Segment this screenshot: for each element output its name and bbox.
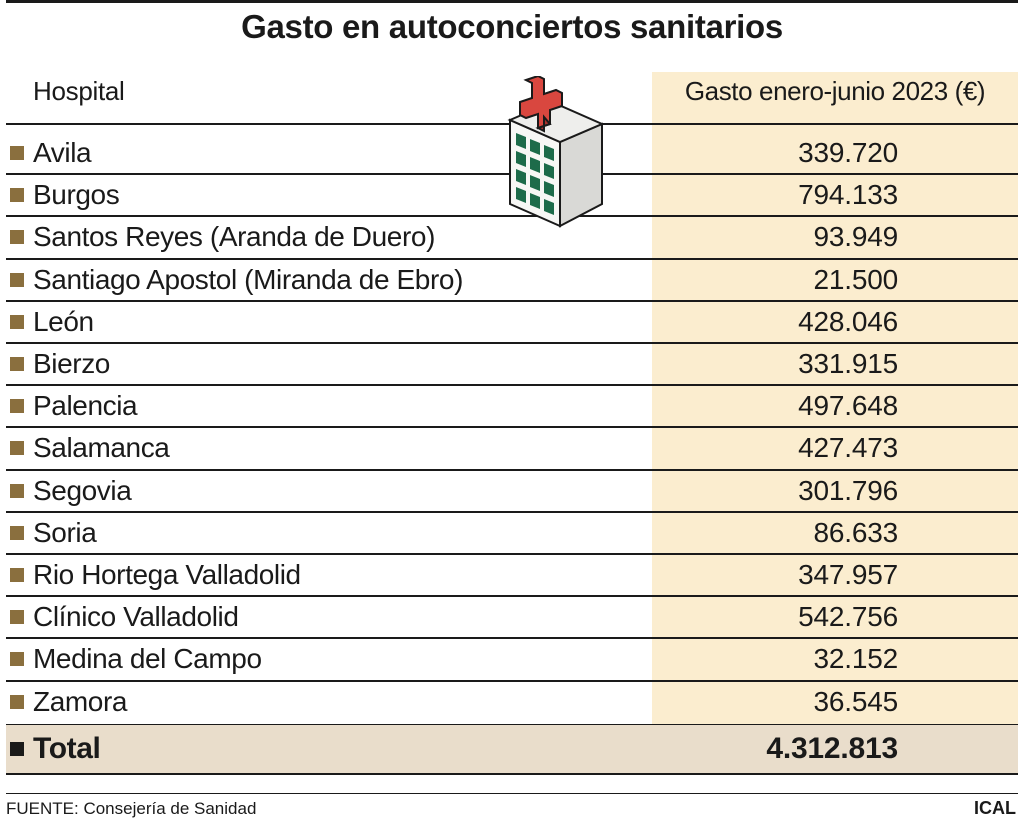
table-row: Bierzo 331.915: [6, 343, 1018, 385]
row-separator: [6, 384, 1018, 387]
hospital-building-icon: [507, 76, 605, 228]
hospital-name: Segovia: [33, 474, 132, 506]
hospital-name: Soria: [33, 516, 97, 548]
gasto-value: 347.957: [798, 559, 898, 590]
row-bullet: [10, 610, 24, 625]
footer-rule: [6, 793, 1018, 794]
table-row: León 428.046: [6, 301, 1018, 343]
row-separator: [6, 342, 1018, 344]
gasto-value: 428.046: [798, 305, 898, 337]
row-bullet: [10, 399, 24, 414]
table-row: Santiago Apostol (Miranda de Ebro) 21.500: [6, 259, 1018, 301]
row-bullet: [10, 357, 24, 371]
source-note: FUENTE: Consejería de Sanidad: [6, 799, 257, 818]
row-separator: [6, 510, 1018, 513]
header-hospital: Hospital: [33, 76, 125, 106]
total-bullet: [10, 742, 24, 756]
gasto-value: 32.152: [813, 643, 899, 675]
hospital-name: Santiago Apostol (Miranda de Ebro): [33, 263, 463, 295]
table-row: Avila 339.720: [6, 132, 1018, 174]
row-bullet: [10, 652, 24, 667]
gasto-value: 331.915: [798, 348, 898, 379]
hospital-name: Rio Hortega Valladolid: [33, 559, 301, 590]
bottom-rule: [6, 773, 1018, 775]
gasto-value: 93.949: [813, 221, 899, 253]
hospital-name: Palencia: [33, 390, 138, 422]
table-row: Clínico Valladolid 542.756: [6, 596, 1018, 638]
gasto-value: 794.133: [798, 179, 898, 211]
hospital-name: Santos Reyes (Aranda de Duero): [33, 221, 435, 253]
row-bullet: [10, 483, 24, 498]
row-separator: [6, 299, 1018, 302]
table-title: Gasto en autoconciertos sanitarios: [241, 8, 783, 45]
row-bullet: [10, 694, 24, 709]
gasto-value: 36.545: [813, 685, 899, 717]
row-bullet: [10, 146, 24, 160]
table-row: Zamora 36.545: [6, 681, 1018, 723]
row-separator: [6, 679, 1018, 682]
row-bullet: [10, 188, 24, 203]
row-separator: [6, 426, 1018, 429]
top-rule: [6, 0, 1018, 3]
row-separator: [6, 468, 1018, 471]
row-bullet: [10, 568, 24, 582]
row-separator: [6, 215, 1018, 218]
table-row: Santos Reyes (Aranda de Duero) 93.949: [6, 216, 1018, 258]
hospital-name: Avila: [33, 137, 92, 168]
table-row: Salamanca 427.473: [6, 427, 1018, 469]
hospital-name: Salamanca: [33, 432, 170, 464]
total-row-background: [6, 725, 1018, 773]
brand-logo: ICAL: [974, 798, 1016, 818]
row-separator: [6, 553, 1018, 555]
table-row: Soria 86.633: [6, 512, 1018, 554]
gasto-value: 339.720: [798, 137, 898, 168]
gasto-value: 86.633: [813, 516, 899, 548]
gasto-value: 301.796: [798, 474, 898, 506]
gasto-value: 542.756: [798, 601, 898, 633]
gasto-value: 497.648: [798, 390, 898, 422]
hospital-name: León: [33, 305, 94, 337]
row-bullet: [10, 441, 24, 456]
hospital-name: Clínico Valladolid: [33, 601, 239, 633]
gasto-value: 21.500: [813, 263, 899, 295]
hospital-name: Zamora: [33, 685, 128, 717]
value-column-background: [652, 72, 1018, 724]
row-bullet: [10, 314, 24, 329]
table-row: Palencia 497.648: [6, 385, 1018, 427]
gasto-value: 427.473: [798, 432, 898, 464]
hospital-name: Bierzo: [33, 348, 110, 379]
row-bullet: [10, 272, 24, 287]
row-bullet: [10, 230, 24, 245]
row-separator: [6, 595, 1018, 598]
hospital-name: Burgos: [33, 179, 120, 211]
header-gasto: Gasto enero-junio 2023 (€): [684, 76, 986, 106]
total-label: Total: [33, 732, 101, 765]
total-value: 4.312.813: [766, 732, 898, 765]
row-bullet: [10, 525, 24, 540]
hospital-name: Medina del Campo: [33, 643, 262, 675]
table-row: Rio Hortega Valladolid 347.957: [6, 554, 1018, 596]
table-row: Burgos 794.133: [6, 174, 1018, 216]
row-separator: [6, 637, 1018, 640]
total-row: Total 4.312.813: [6, 725, 1018, 767]
table-row: Segovia 301.796: [6, 470, 1018, 512]
row-separator: [6, 257, 1018, 260]
table-row: Medina del Campo 32.152: [6, 638, 1018, 680]
